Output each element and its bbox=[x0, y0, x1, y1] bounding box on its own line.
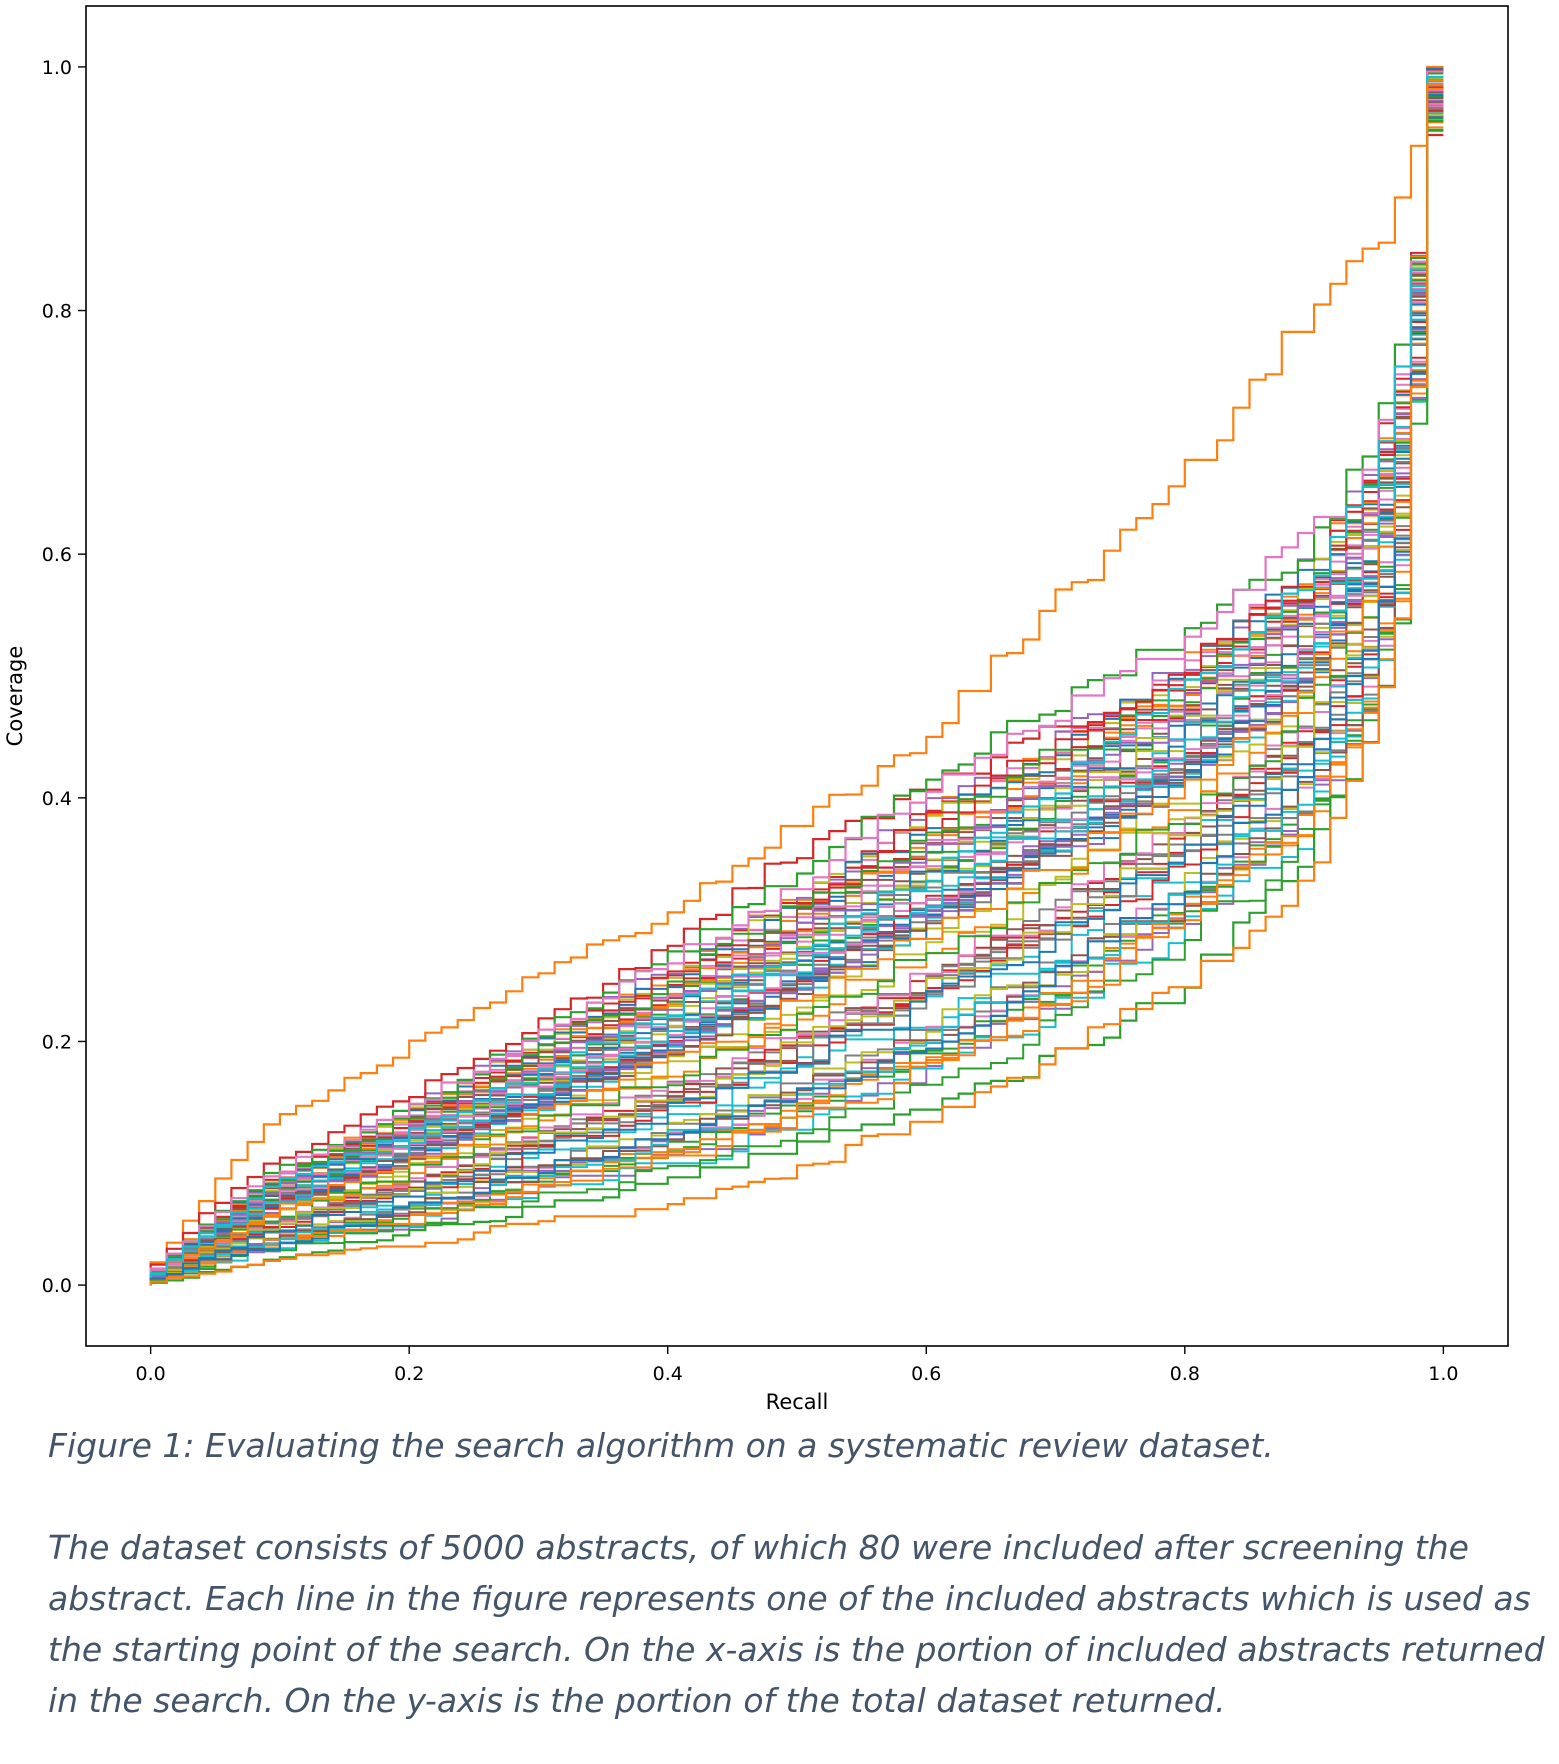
series-line bbox=[149, 84, 1444, 1286]
series-line bbox=[149, 116, 1444, 1286]
series-line bbox=[149, 76, 1444, 1286]
series-line bbox=[149, 133, 1444, 1286]
figure-caption: Figure 1: Evaluating the search algorith… bbox=[48, 1420, 1548, 1726]
series-line bbox=[149, 115, 1444, 1286]
y-tick-label: 0.0 bbox=[42, 1275, 72, 1297]
series-line bbox=[149, 87, 1444, 1286]
x-tick-label: 0.4 bbox=[653, 1363, 683, 1385]
series-line bbox=[149, 101, 1444, 1286]
series-line bbox=[149, 79, 1444, 1286]
series-line bbox=[149, 128, 1444, 1286]
x-tick-label: 0.8 bbox=[1170, 1363, 1200, 1385]
x-tick-label: 0.6 bbox=[911, 1363, 941, 1385]
series-line bbox=[149, 121, 1444, 1286]
series-line bbox=[149, 84, 1444, 1286]
series-line bbox=[149, 80, 1444, 1286]
x-tick-label: 0.2 bbox=[394, 1363, 424, 1385]
y-tick-label: 1.0 bbox=[42, 57, 72, 79]
y-tick-label: 0.4 bbox=[42, 788, 72, 810]
y-tick-label: 0.6 bbox=[42, 544, 72, 566]
y-tick-label: 0.2 bbox=[42, 1031, 72, 1053]
x-tick-label: 1.0 bbox=[1428, 1363, 1458, 1385]
caption-title: Figure 1: Evaluating the search algorith… bbox=[48, 1426, 1274, 1465]
x-tick-label: 0.0 bbox=[136, 1363, 166, 1385]
series-line bbox=[149, 103, 1444, 1286]
chart-svg: 0.0 0.2 0.4 0.6 0.8 1.0 0.0 0.2 0.4 0.6 0.8 1.0 Rec… bbox=[3, 5, 1509, 1414]
plot-frame bbox=[85, 5, 1509, 1347]
x-axis-label: Recall bbox=[766, 1390, 829, 1414]
y-axis-label: Coverage bbox=[3, 646, 27, 747]
y-tick-label: 0.8 bbox=[42, 301, 72, 323]
series-line bbox=[149, 126, 1444, 1286]
caption-body: The dataset consists of 5000 abstracts, … bbox=[48, 1528, 1545, 1720]
axis-ticks: 0.0 0.2 0.4 0.6 0.8 1.0 0.0 0.2 0.4 0.6 0.8 1.0 bbox=[42, 57, 1459, 1385]
series-lines bbox=[149, 65, 1444, 1286]
series-line bbox=[149, 117, 1444, 1286]
chart-figure: 0.0 0.2 0.4 0.6 0.8 1.0 0.0 0.2 0.4 0.6 0.8 1.0 Rec… bbox=[3, 5, 1509, 1414]
series-line bbox=[149, 94, 1444, 1286]
series-line bbox=[149, 102, 1444, 1286]
